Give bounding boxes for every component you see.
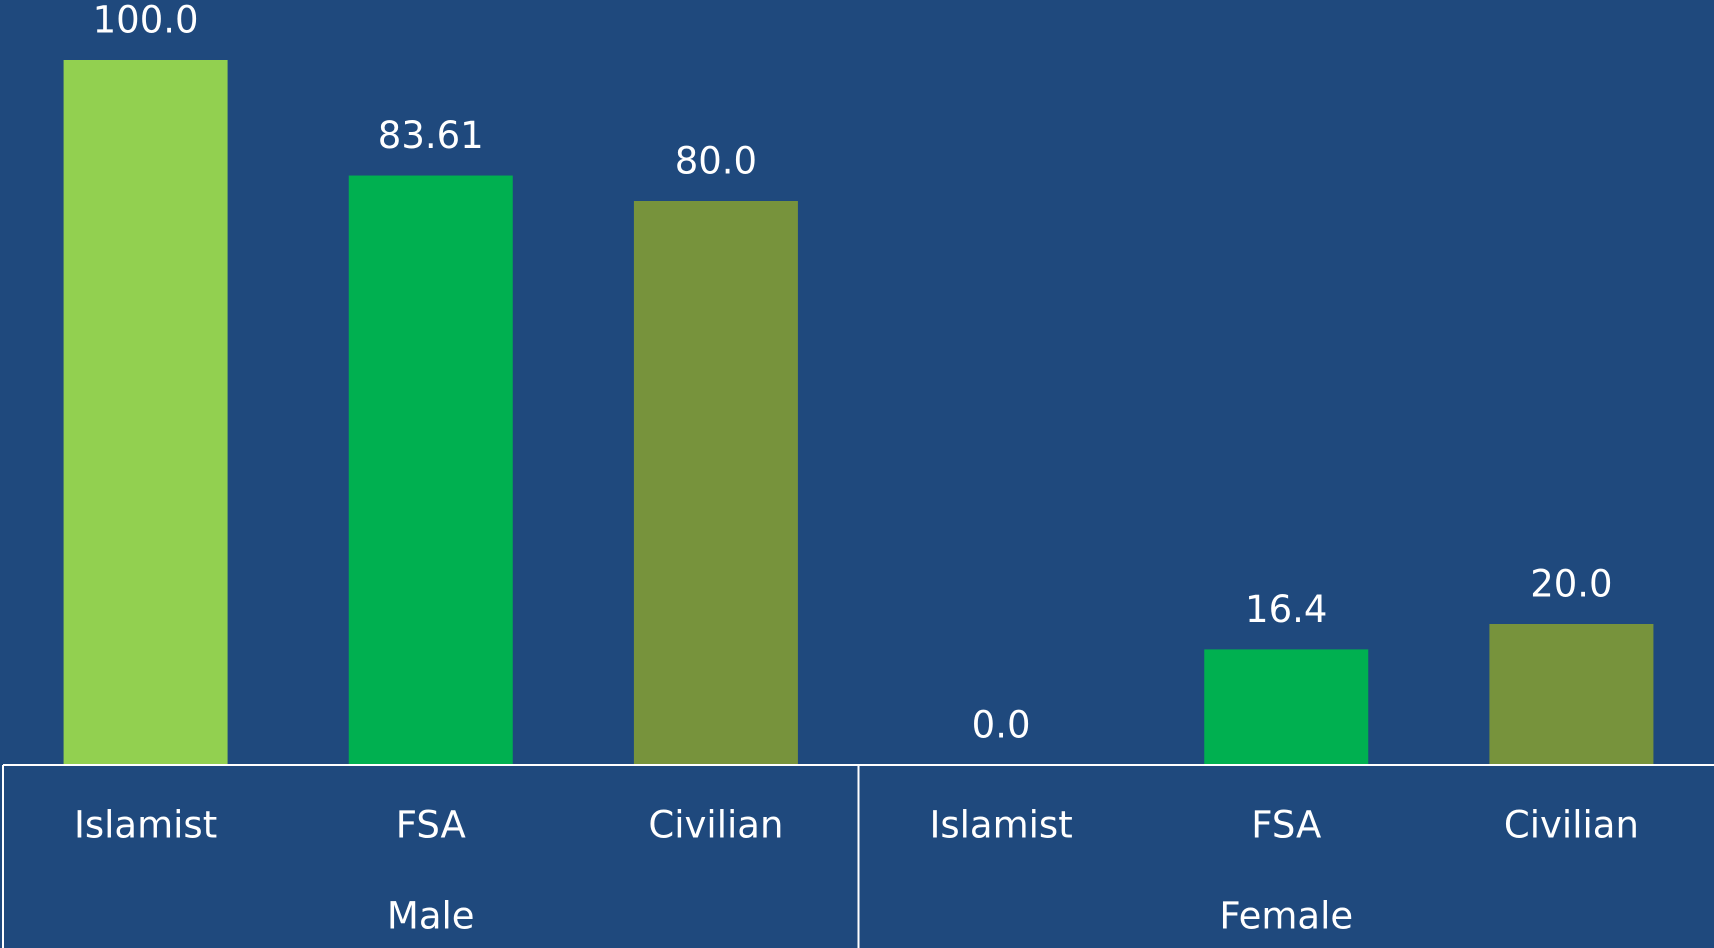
sub-category-label: Civilian: [1504, 804, 1639, 847]
category-label: Female: [1219, 895, 1353, 938]
bar: [1489, 624, 1654, 765]
data-label: 100.0: [93, 0, 199, 42]
bar: [633, 201, 798, 765]
sub-category-label: FSA: [396, 804, 466, 847]
bar: [348, 175, 513, 765]
data-label: 20.0: [1530, 563, 1612, 606]
data-label: 0.0: [972, 704, 1031, 747]
sub-category-label: FSA: [1251, 804, 1321, 847]
data-label: 80.0: [675, 140, 757, 183]
sub-category-label: Civilian: [648, 804, 783, 847]
sub-category-label: Islamist: [929, 804, 1072, 847]
bar: [1204, 649, 1369, 765]
category-label: Male: [387, 895, 475, 938]
sub-category-label: Islamist: [74, 804, 217, 847]
data-label: 16.4: [1245, 588, 1327, 631]
data-label: 83.61: [378, 114, 484, 157]
bar: [63, 60, 228, 765]
